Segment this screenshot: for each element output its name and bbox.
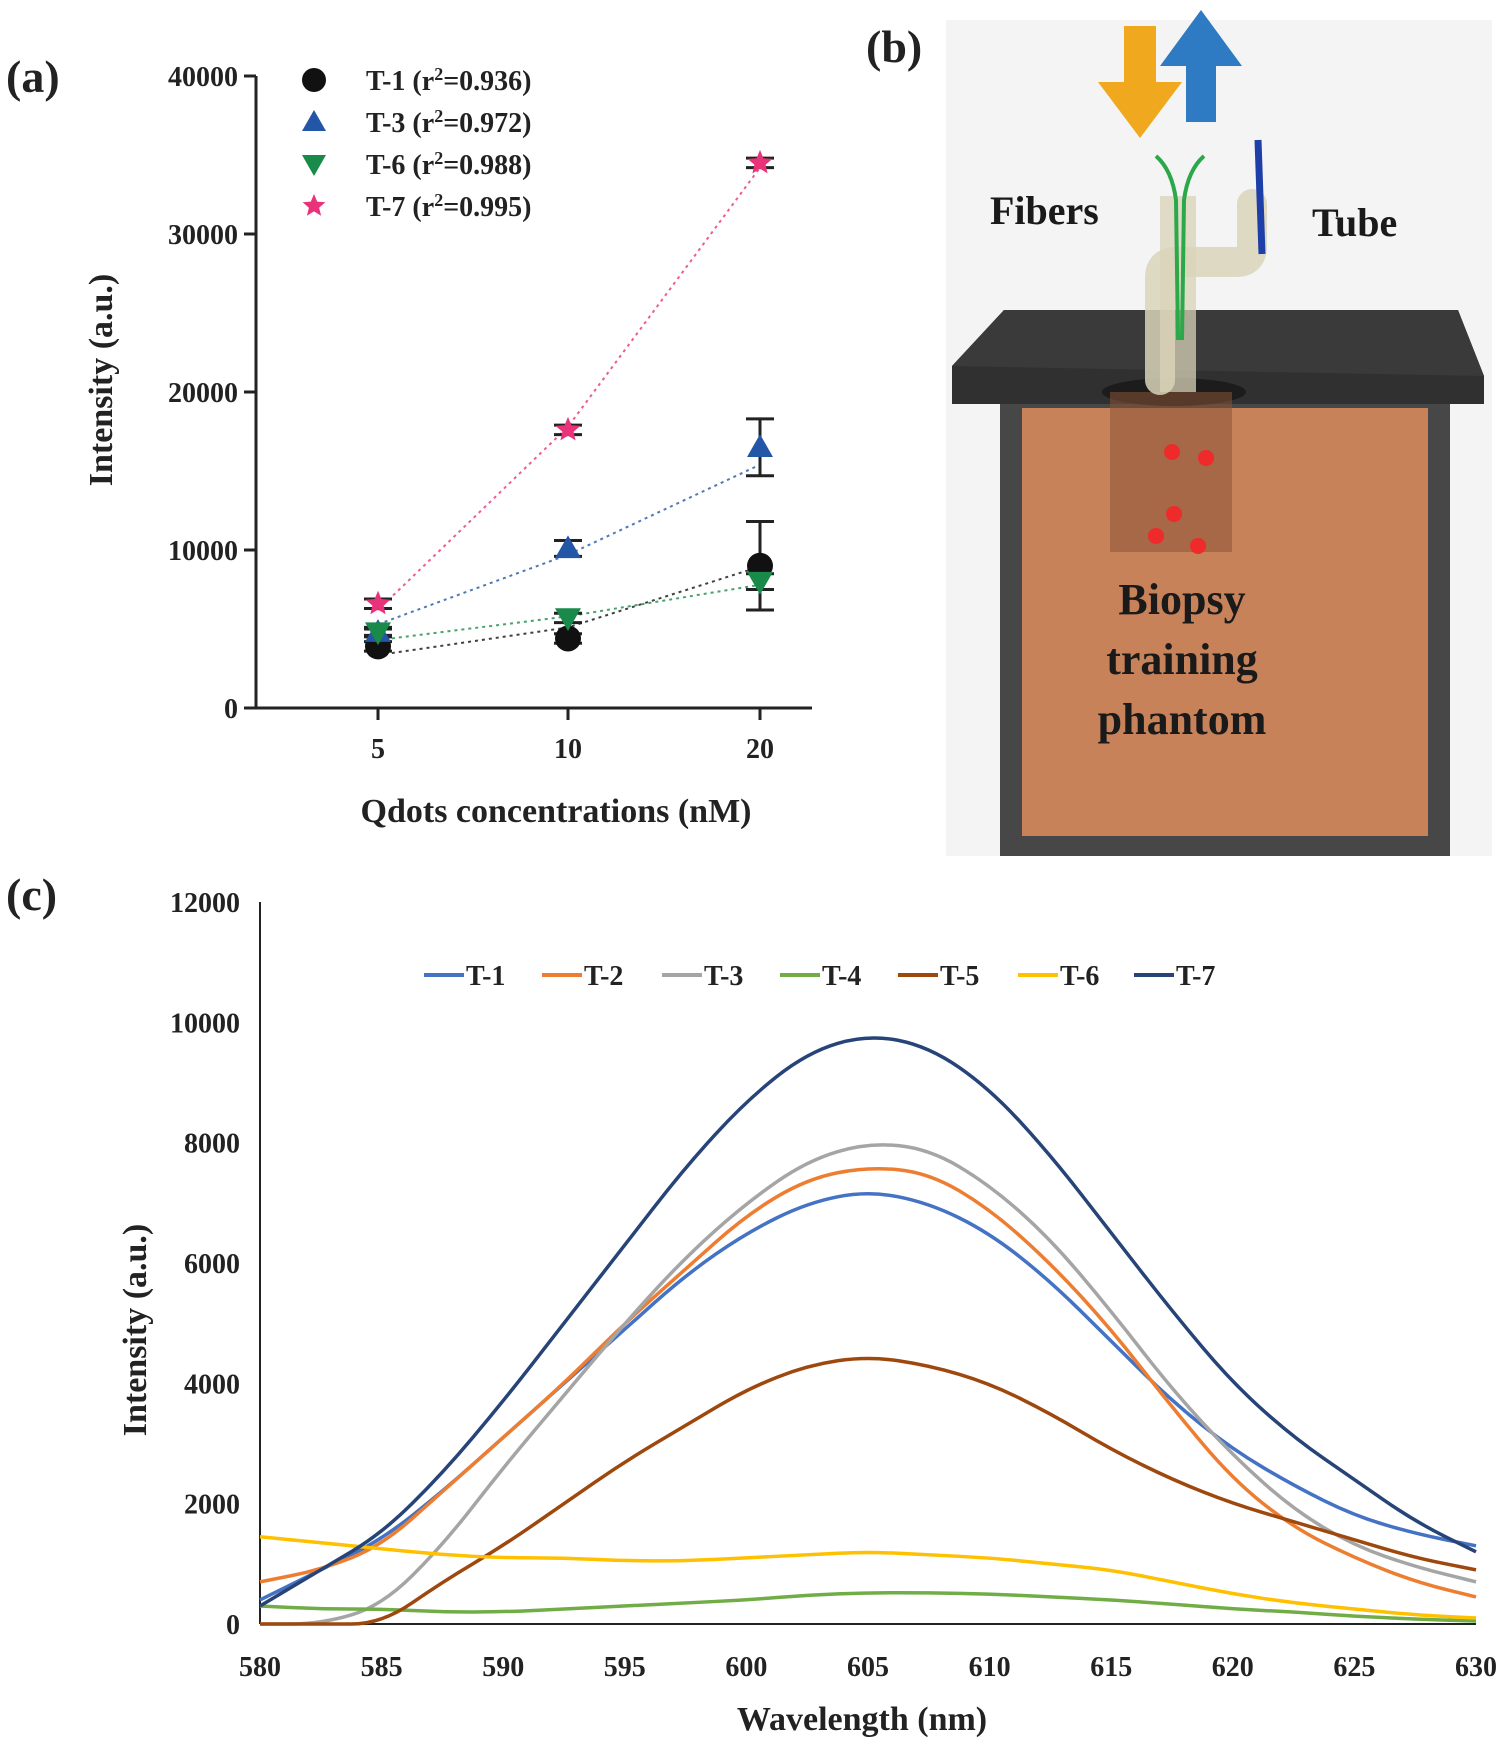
legend-label-t-7: T-7 (r2=0.995) <box>366 190 531 223</box>
chart-c-y-tick-label: 8000 <box>184 1129 240 1160</box>
data-point-t-6 <box>365 622 391 646</box>
legend-label-t-3: T-3 <box>704 961 743 992</box>
chart-c-x-tick-label: 630 <box>1455 1652 1497 1683</box>
tube-label: Tube <box>1312 200 1397 245</box>
chart-c-x-tick-label: 625 <box>1333 1652 1375 1683</box>
chart-c-x-tick-label: 615 <box>1090 1652 1132 1683</box>
legend-label-t-5: T-5 <box>940 961 979 992</box>
legend-label-t-2: T-2 <box>584 961 623 992</box>
chart-c-x-tick-label: 605 <box>847 1652 889 1683</box>
chart-a-y-tick-label: 10000 <box>168 536 238 567</box>
fibers-label: Fibers <box>990 188 1099 233</box>
qdot-dot <box>1164 444 1180 460</box>
legend-label-t-4: T-4 <box>822 961 861 992</box>
qdot-dot <box>1148 528 1164 544</box>
series-line-t-3 <box>260 1143 1477 1626</box>
chart-a-x-tick-label: 10 <box>554 734 582 765</box>
chart-a-x-axis-title: Qdots concentrations (nM) <box>361 793 752 830</box>
chart-a-y-tick-label: 30000 <box>168 220 238 251</box>
chart-c-x-tick-label: 600 <box>725 1652 767 1683</box>
chart-c-y-axis-title: Intensity (a.u.) <box>117 1224 154 1437</box>
blue-rod <box>1254 139 1266 255</box>
chart-c-x-tick-label: 585 <box>361 1652 403 1683</box>
chart-c-x-tick-label: 620 <box>1212 1652 1254 1683</box>
fiber-left <box>1154 154 1180 341</box>
legend-label-t-7: T-7 <box>1176 961 1215 992</box>
series-line-t-2 <box>259 1167 1477 1599</box>
chart-c-x-tick-label: 595 <box>604 1652 646 1683</box>
chart-c-x-tick-label: 580 <box>239 1652 281 1683</box>
legend-marker-t-3 <box>302 110 326 131</box>
series-line-t-4 <box>259 1590 1477 1623</box>
qdot-dot <box>1166 506 1182 522</box>
insertion-well <box>1110 392 1232 552</box>
chart-a: 0 10000 20000 30000 40000 5 10 20 T-1 (r2=0.936… <box>83 62 812 830</box>
data-point-t-7 <box>747 149 773 174</box>
chart-a-y-axis-title: Intensity (a.u.) <box>83 274 120 487</box>
chart-a-y-tick-label: 40000 <box>168 62 238 93</box>
chart-a-y-tick-label: 0 <box>224 694 238 725</box>
legend-label-t-3: T-3 (r2=0.972) <box>366 106 531 139</box>
chart-c-y-tick-label: 4000 <box>184 1369 240 1400</box>
data-point-t-7 <box>555 416 581 441</box>
chart-a-y-tick-label: 20000 <box>168 378 238 409</box>
excitation-arrow-down-icon <box>1098 26 1182 138</box>
chart-c-y-tick-label: 12000 <box>170 888 240 919</box>
chart-a-x-tick-label: 5 <box>371 734 385 765</box>
panel-label-a: (a) <box>6 51 60 102</box>
chart-c-y-tick-label: 2000 <box>184 1490 240 1521</box>
qdot-dot <box>1190 538 1206 554</box>
series-line-t-5 <box>260 1356 1477 1626</box>
chart-c-y-tick-label: 10000 <box>170 1008 240 1039</box>
legend-marker-t-1 <box>302 68 326 92</box>
data-point-t-7 <box>365 590 391 615</box>
data-point-t-6 <box>747 571 773 595</box>
phantom-box-lid-top <box>952 310 1484 376</box>
series-line-t-7 <box>259 1036 1477 1608</box>
phantom-label-line3: phantom <box>1098 695 1267 744</box>
biopsy-phantom-diagram: Fibers Tube Biopsy training phantom <box>946 10 1492 856</box>
phantom-label-line1: Biopsy <box>1118 575 1245 624</box>
legend-marker-t-7 <box>302 194 326 216</box>
legend-marker-t-6 <box>302 155 326 176</box>
fit-line-t-3 <box>377 463 761 626</box>
panel-label-c: (c) <box>6 869 57 920</box>
fiber-right <box>1180 154 1206 341</box>
chart-c-x-axis-title: Wavelength (nm) <box>737 1701 987 1738</box>
chart-c-y-tick-label: 6000 <box>184 1249 240 1280</box>
chart-c-x-tick-label: 610 <box>969 1652 1011 1683</box>
data-point-t-3 <box>747 434 773 458</box>
chart-c: 0 2000 4000 6000 8000 10000 12000 580 585 590 595 6… <box>117 888 1497 1738</box>
phantom-label-line2: training <box>1106 635 1258 684</box>
chart-c-x-tick-label: 590 <box>482 1652 524 1683</box>
emission-arrow-up-icon <box>1160 10 1242 122</box>
data-point-t-6 <box>555 608 581 631</box>
qdot-dot <box>1198 450 1214 466</box>
data-point-t-3 <box>555 535 581 559</box>
panel-label-b: (b) <box>866 21 922 72</box>
qdot-dots <box>1148 444 1214 554</box>
chart-a-x-tick-label: 20 <box>746 734 774 765</box>
series-line-t-6 <box>259 1535 1477 1620</box>
legend-label-t-6: T-6 <box>1060 961 1099 992</box>
chart-c-y-tick-label: 0 <box>226 1610 240 1641</box>
fit-line-t-7 <box>377 167 761 611</box>
legend-label-t-6: T-6 (r2=0.988) <box>366 148 531 181</box>
fit-line-t-1 <box>377 565 761 657</box>
series-line-t-1 <box>259 1192 1477 1602</box>
legend-label-t-1: T-1 (r2=0.936) <box>366 64 531 97</box>
data-point-t-1 <box>555 625 581 652</box>
legend-label-t-1: T-1 <box>466 961 505 992</box>
